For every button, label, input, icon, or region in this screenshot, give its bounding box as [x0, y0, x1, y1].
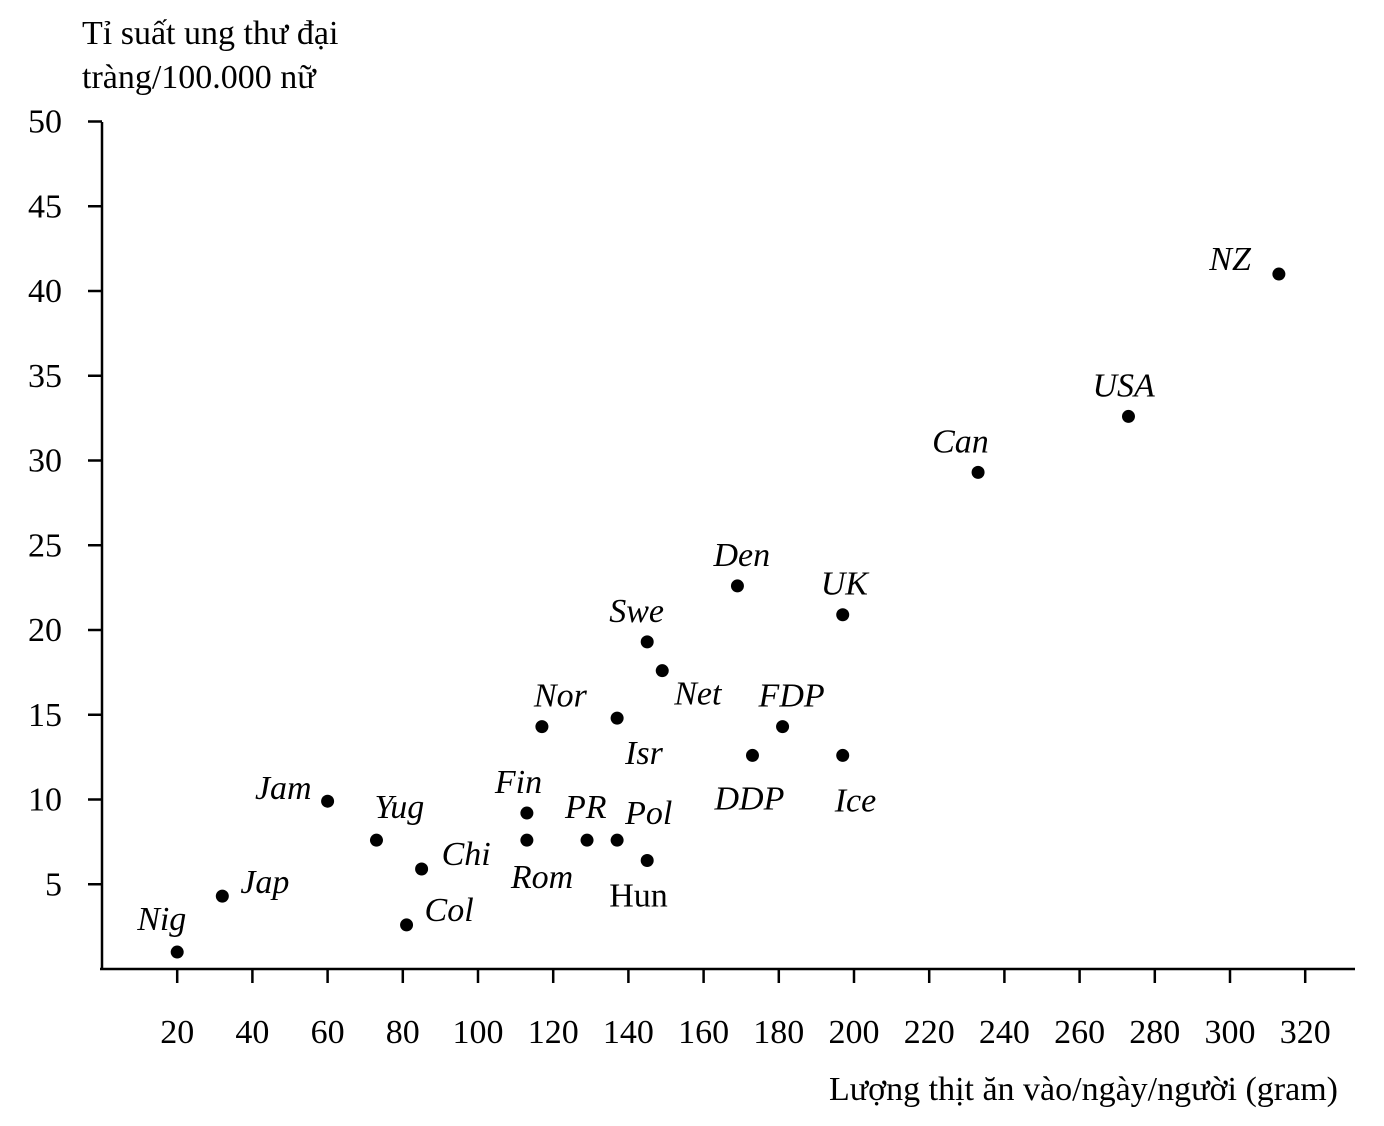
point-label-col: Col [425, 892, 474, 929]
y-tick-label: 25 [28, 527, 62, 564]
y-tick-label: 35 [28, 358, 62, 395]
data-point-nz [1272, 267, 1286, 281]
data-point-uk [836, 608, 850, 622]
point-label-can: Can [932, 423, 989, 460]
data-point-col [400, 918, 414, 932]
point-label-fdp: FDP [758, 678, 825, 715]
x-tick-label: 280 [1129, 1014, 1180, 1051]
point-label-pr: PR [564, 789, 607, 826]
data-point-rom [520, 833, 534, 847]
point-label-ddp: DDP [713, 780, 784, 817]
x-tick-label: 240 [979, 1014, 1030, 1051]
data-point-chi [415, 862, 429, 876]
point-label-pol: Pol [624, 795, 672, 832]
x-axis-label: Lượng thịt ăn vào/ngày/người (gram) [829, 1071, 1338, 1108]
point-label-net: Net [673, 676, 723, 713]
data-point-jap [215, 889, 229, 903]
x-tick-label: 260 [1054, 1014, 1105, 1051]
x-tick-label: 100 [453, 1014, 504, 1051]
x-tick-label: 300 [1205, 1014, 1256, 1051]
y-tick-label: 20 [28, 612, 62, 649]
data-point-usa [1121, 409, 1135, 423]
data-point-pr [580, 833, 594, 847]
x-tick-label: 180 [753, 1014, 804, 1051]
x-tick-label: 120 [528, 1014, 579, 1051]
x-tick-label: 60 [311, 1014, 345, 1051]
point-label-nig: Nig [136, 901, 186, 938]
data-point-swe [640, 635, 654, 649]
data-point-nor [535, 720, 549, 734]
point-label-uk: UK [821, 566, 871, 603]
data-point-fin [520, 806, 534, 820]
data-point-ice [836, 748, 850, 762]
x-tick-label: 140 [603, 1014, 654, 1051]
data-point-can [971, 465, 985, 479]
x-tick-label: 80 [386, 1014, 420, 1051]
point-label-jap: Jap [240, 864, 289, 901]
y-tick-label: 15 [28, 697, 62, 734]
point-label-ice: Ice [834, 782, 877, 819]
x-tick-label: 220 [904, 1014, 955, 1051]
point-label-nz: NZ [1208, 241, 1252, 278]
point-label-nor: Nor [533, 678, 588, 715]
point-label-isr: Isr [624, 735, 664, 772]
x-tick-label: 320 [1280, 1014, 1331, 1051]
point-label-den: Den [712, 537, 770, 574]
data-point-nig [170, 945, 184, 959]
data-point-yug [369, 833, 383, 847]
y-tick-label: 10 [28, 782, 62, 819]
y-ticks: 5 10 15 20 25 30 35 40 45 50 [28, 104, 102, 903]
point-label-hun: Hun [609, 878, 668, 915]
point-label-chi: Chi [442, 836, 491, 873]
x-tick-label: 200 [829, 1014, 880, 1051]
data-point-isr [610, 711, 624, 725]
data-point-den [730, 579, 744, 593]
data-point-hun [640, 854, 654, 868]
data-point-pol [610, 833, 624, 847]
y-tick-label: 50 [28, 104, 62, 141]
y-axis-label-line-2: tràng/100.000 nữ [82, 59, 317, 96]
x-tick-label: 40 [235, 1014, 269, 1051]
y-axis-label-line-1: Tỉ suất ung thư đại [82, 15, 338, 52]
data-point-fdp [776, 720, 790, 734]
y-tick-label: 30 [28, 443, 62, 480]
x-tick-label: 160 [678, 1014, 729, 1051]
y-tick-label: 5 [45, 866, 62, 903]
point-label-jam: Jam [255, 770, 312, 807]
y-tick-label: 40 [28, 273, 62, 310]
point-label-rom: Rom [510, 859, 573, 896]
data-point-jam [321, 794, 335, 808]
y-tick-label: 45 [28, 188, 62, 225]
x-ticks: 20 40 60 80 100 120 140 160 180 200 220 240 260 280 30… [160, 969, 1331, 1051]
point-label-swe: Swe [609, 593, 664, 630]
point-label-usa: USA [1092, 367, 1155, 404]
point-label-fin: Fin [494, 764, 542, 801]
x-tick-label: 20 [160, 1014, 194, 1051]
point-label-yug: Yug [374, 789, 424, 826]
data-point-net [655, 664, 669, 678]
data-point-ddp [745, 748, 759, 762]
